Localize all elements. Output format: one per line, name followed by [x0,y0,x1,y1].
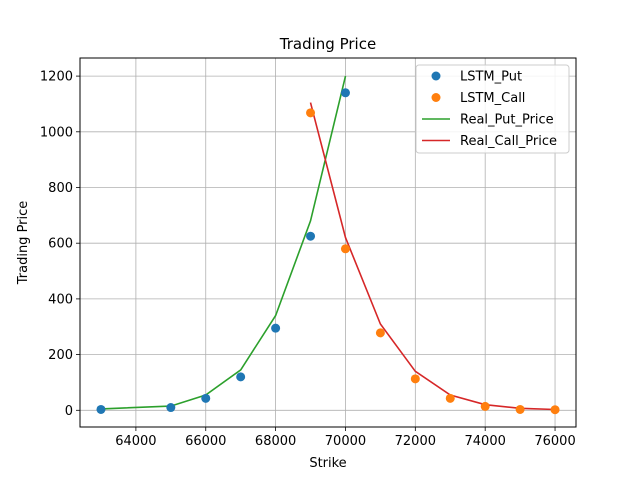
lstm-put-point [236,372,246,382]
lstm-call-point [306,108,316,118]
y-tick-label: 400 [48,292,73,307]
legend-label-lstm-call: LSTM_Call [460,91,525,106]
legend-marker-lstm-call [431,93,441,102]
legend-label-real-call-price: Real_Call_Price [460,134,557,149]
y-tick-label: 1000 [40,125,73,140]
lstm-put-point [166,403,176,413]
legend-label-lstm-put: LSTM_Put [460,70,522,85]
legend-box [415,64,570,154]
lstm-put-point [201,393,211,403]
ticks: 64000 66000 68000 70000 72000 74000 76000 0 200 4… [40,70,576,449]
x-tick-label: 66000 [185,434,226,449]
legend: LSTM_Put LSTM_Call Real_Put_Price Real_Call… [415,64,570,154]
x-axis-label: Strike [309,456,346,471]
x-tick-label: 72000 [395,434,436,449]
lstm-call-point [515,404,525,414]
y-axis-label: Trading Price [16,201,31,286]
series-layer [96,75,560,415]
lstm-call-point [550,405,560,415]
lstm-call-point [410,374,420,384]
lstm-put-point [340,88,350,98]
lstm-put-point [96,404,106,414]
plot-frame [79,57,577,428]
x-tick-label: 74000 [465,434,506,449]
y-tick-label: 0 [65,404,73,419]
grid [80,58,576,427]
x-tick-label: 64000 [115,434,156,449]
legend-label-real-put-price: Real_Put_Price [460,113,554,128]
y-tick-label: 200 [48,348,73,363]
lstm-call-point [375,328,385,338]
lstm-put-point [271,323,281,333]
y-tick-label: 600 [48,237,73,252]
lstm-put-point [306,231,316,241]
lstm-call-point [480,401,490,411]
x-tick-label: 68000 [255,434,296,449]
chart-title: Trading Price [279,35,376,53]
lstm-call-point [340,244,350,254]
y-tick-label: 800 [48,181,73,196]
y-tick-label: 1200 [40,70,73,85]
legend-marker-lstm-put [431,71,441,81]
lstm-call-point [445,393,455,403]
real-call-price-line [309,102,556,411]
x-tick-label: 70000 [325,434,366,449]
x-tick-label: 76000 [534,434,575,449]
